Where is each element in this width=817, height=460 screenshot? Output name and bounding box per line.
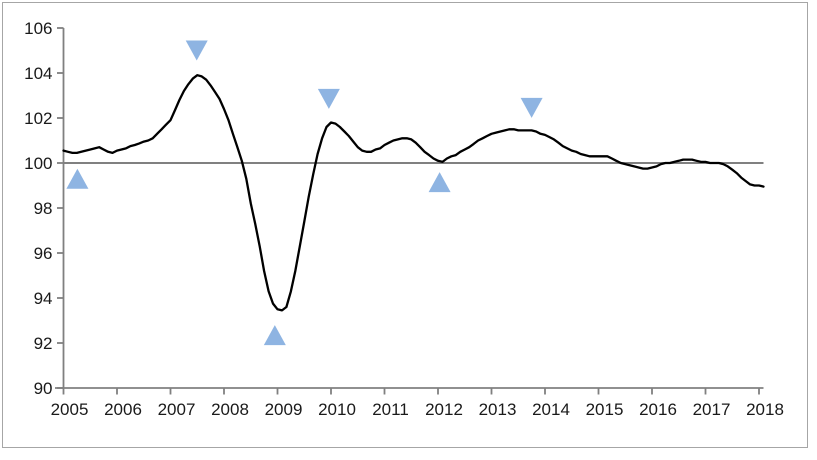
trough-marker-icon xyxy=(66,168,89,189)
y-tick-label: 106 xyxy=(24,19,52,38)
y-tick-label: 98 xyxy=(34,199,53,218)
x-tick-label: 2006 xyxy=(104,400,142,419)
x-tick-label: 2011 xyxy=(372,400,409,419)
y-tick-label: 90 xyxy=(34,379,53,398)
x-tick-label: 2017 xyxy=(693,400,731,419)
x-tick-label: 2005 xyxy=(51,400,89,419)
y-tick-label: 102 xyxy=(24,109,52,128)
y-tick-label: 94 xyxy=(34,289,53,308)
x-tick-label: 2007 xyxy=(158,400,196,419)
y-tick-label: 104 xyxy=(24,64,52,83)
x-tick-label: 2018 xyxy=(746,400,784,419)
trough-marker-icon xyxy=(428,172,451,193)
peak-marker-icon xyxy=(520,97,543,118)
x-tick-label: 2016 xyxy=(639,400,677,419)
x-tick-label: 2015 xyxy=(586,400,624,419)
x-tick-label: 2013 xyxy=(479,400,517,419)
x-tick-label: 2009 xyxy=(265,400,303,419)
y-tick-label: 96 xyxy=(34,244,53,263)
x-tick-label: 2010 xyxy=(318,400,356,419)
x-tick-label: 2008 xyxy=(211,400,249,419)
x-tick-label: 2014 xyxy=(532,400,570,419)
peak-marker-icon xyxy=(185,40,208,61)
y-tick-label: 92 xyxy=(34,334,53,353)
y-tick-label: 100 xyxy=(24,154,52,173)
trough-marker-icon xyxy=(263,325,286,346)
peak-marker-icon xyxy=(317,88,340,109)
x-tick-label: 2012 xyxy=(425,400,463,419)
indicator-series-line xyxy=(62,74,765,312)
